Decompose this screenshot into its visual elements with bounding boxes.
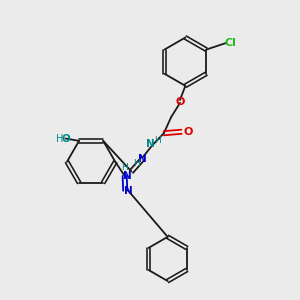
Text: N: N [123, 171, 132, 181]
Text: N: N [138, 154, 147, 164]
Text: H: H [154, 136, 161, 146]
Text: O: O [175, 97, 185, 107]
Text: H: H [134, 159, 140, 168]
Text: N: N [124, 186, 133, 196]
Text: H: H [56, 134, 64, 143]
Text: Cl: Cl [225, 38, 237, 48]
Text: N: N [146, 140, 155, 149]
Text: O: O [183, 127, 193, 137]
Text: H: H [122, 163, 128, 172]
Text: O: O [61, 134, 70, 143]
